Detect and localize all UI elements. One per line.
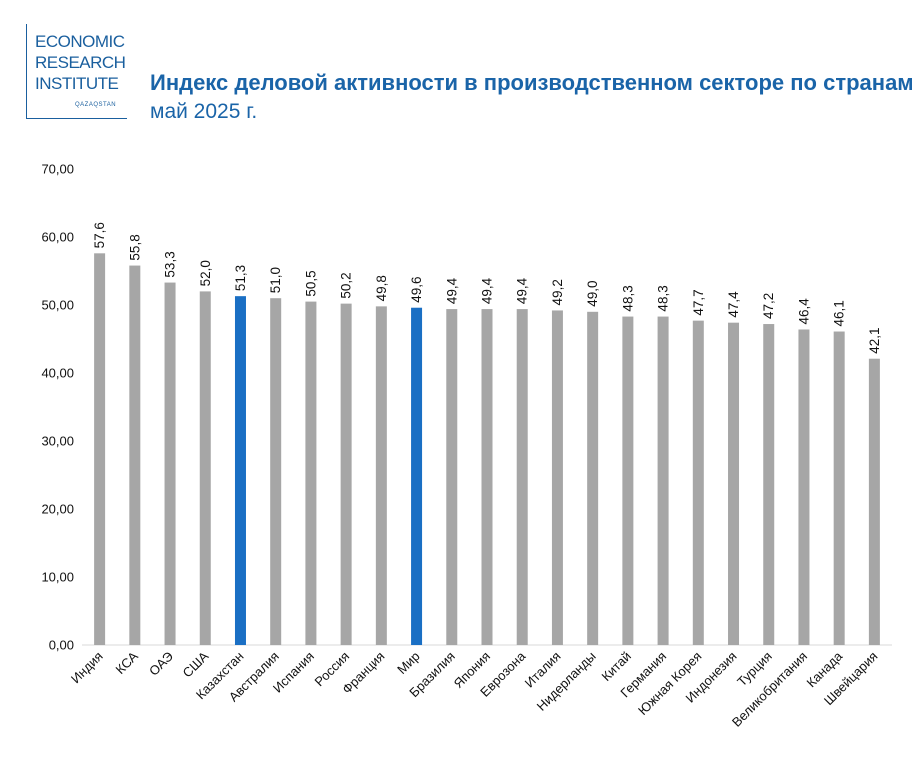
bar <box>164 282 176 645</box>
bar <box>833 331 845 645</box>
bar <box>305 301 317 645</box>
logo-line-2: RESEARCH <box>35 53 126 72</box>
chart-subtitle: май 2025 г. <box>150 100 258 123</box>
bar <box>622 316 634 645</box>
bar <box>798 329 810 645</box>
logo: ECONOMIC RESEARCH INSTITUTE QAZAQSTAN <box>26 24 127 119</box>
bar <box>728 322 740 645</box>
bar <box>692 320 704 645</box>
bar <box>340 303 352 645</box>
x-tick-label: ОАЭ <box>146 649 176 679</box>
data-label: 46,4 <box>796 298 811 325</box>
y-tick-label: 10,00 <box>41 570 74 585</box>
chart-title: Индекс деловой активности в производстве… <box>150 70 914 95</box>
y-tick-label: 40,00 <box>41 366 74 381</box>
x-tick-label: Индия <box>68 649 106 687</box>
bar <box>234 296 246 645</box>
bar <box>551 310 563 645</box>
y-tick-label: 60,00 <box>41 230 74 245</box>
bar <box>94 253 106 645</box>
y-tick-label: 50,00 <box>41 298 74 313</box>
data-label: 47,4 <box>726 291 741 318</box>
data-label: 53,3 <box>163 251 178 277</box>
logo-line-3: INSTITUTE <box>35 74 119 93</box>
y-tick-label: 0,00 <box>49 638 74 653</box>
data-label: 49,0 <box>585 281 600 307</box>
bar <box>270 298 282 645</box>
x-tick-label: Мир <box>394 649 423 678</box>
y-tick-label: 70,00 <box>41 162 74 177</box>
data-label: 50,2 <box>339 272 354 298</box>
data-label: 51,0 <box>268 267 283 293</box>
data-label: 42,1 <box>867 327 882 353</box>
data-label: 47,7 <box>691 289 706 315</box>
bar <box>587 311 599 645</box>
bar <box>375 306 387 645</box>
data-label: 55,8 <box>127 234 142 260</box>
bar <box>199 291 211 645</box>
bar <box>763 324 775 645</box>
bar <box>868 358 880 645</box>
data-label: 50,5 <box>303 270 318 296</box>
bar <box>411 307 423 645</box>
bar <box>516 309 528 645</box>
logo-line-1: ECONOMIC <box>35 32 125 51</box>
data-label: 49,2 <box>550 279 565 305</box>
logo-subtext: QAZAQSTAN <box>75 102 117 108</box>
bar <box>446 309 458 645</box>
bar <box>657 316 669 645</box>
data-label: 49,4 <box>480 277 495 304</box>
y-tick-label: 20,00 <box>41 502 74 517</box>
data-label: 48,3 <box>620 285 635 311</box>
data-label: 49,4 <box>444 277 459 304</box>
data-label: 51,3 <box>233 265 248 291</box>
data-label: 57,6 <box>92 222 107 248</box>
bar <box>481 309 493 645</box>
bar <box>129 265 141 645</box>
data-label: 48,3 <box>656 285 671 311</box>
data-label: 49,8 <box>374 275 389 301</box>
data-label: 49,4 <box>515 277 530 304</box>
x-tick-label: КСА <box>113 648 142 677</box>
data-label: 49,6 <box>409 276 424 302</box>
data-label: 52,0 <box>198 260 213 286</box>
data-label: 46,1 <box>832 300 847 326</box>
x-tick-label: США <box>180 648 212 680</box>
y-tick-label: 30,00 <box>41 434 74 449</box>
data-label: 47,2 <box>761 293 776 319</box>
